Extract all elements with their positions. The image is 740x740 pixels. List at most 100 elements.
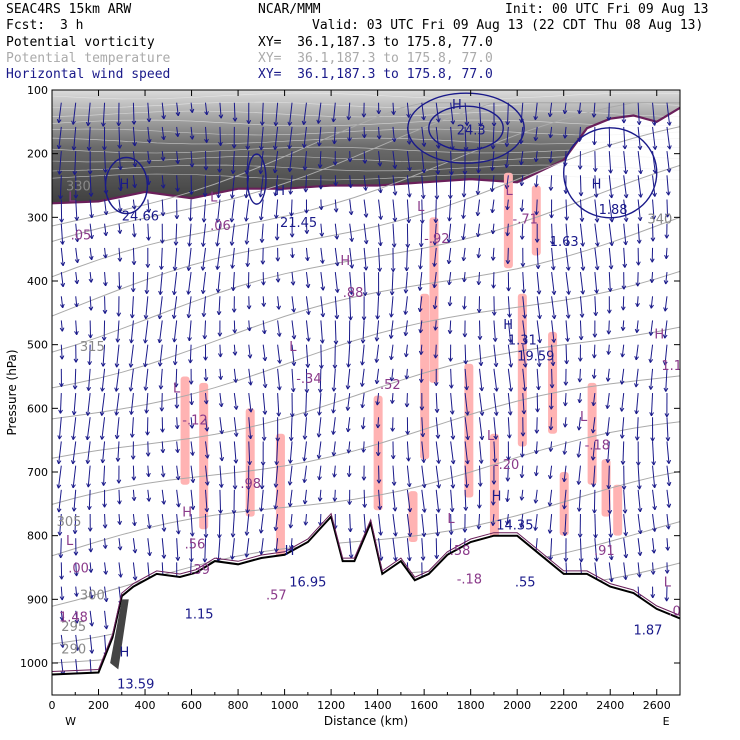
wind-vector-head [203, 166, 209, 171]
wind-vector-head [302, 500, 308, 505]
wind-vector-head [231, 308, 237, 313]
wind-vector-head [303, 412, 309, 417]
wind-vector [579, 368, 581, 383]
wind-vector-head [492, 458, 498, 463]
wind-vector [204, 175, 207, 197]
wind-vector [347, 344, 351, 368]
wind-vector [219, 489, 222, 514]
wind-vector-head [272, 145, 278, 150]
wind-vector [347, 417, 351, 432]
wind-vector-head [346, 116, 352, 121]
wind-vector-head [233, 432, 239, 437]
wind-vector [621, 368, 625, 385]
wind-vector-head [534, 429, 540, 434]
wind-vector-head [175, 530, 181, 535]
wind-vector-head [520, 432, 526, 437]
wind-vector-head [551, 338, 557, 343]
wind-vector [450, 441, 455, 465]
wind-vector-head [594, 289, 599, 294]
wind-vector [320, 296, 324, 318]
wind-vector-head [59, 327, 65, 332]
wind-vector [477, 247, 481, 258]
pv-label: -.18 [585, 439, 610, 454]
wind-vector-head [635, 282, 641, 287]
wind-vector-head [446, 238, 452, 243]
wind-vector [176, 489, 180, 508]
wind-vector [637, 102, 640, 125]
pv-label: L [289, 340, 297, 355]
wind-vector-head [449, 508, 455, 513]
wind-vector [176, 126, 179, 137]
wind-vector [262, 417, 265, 441]
wind-vector-head [590, 456, 596, 461]
wind-vector [637, 223, 640, 244]
wind-vector-head [479, 435, 485, 441]
wind-vector [579, 199, 583, 222]
wind-vector [190, 151, 193, 168]
wind-vector-head [462, 170, 468, 175]
wind-vector-head [406, 483, 412, 488]
wind-vector-head [117, 166, 123, 171]
wind-vector [450, 514, 452, 535]
wind-vector-head [334, 235, 340, 240]
wind-vector [652, 102, 656, 126]
wind-vector-head [520, 262, 526, 267]
wind-vector [621, 417, 625, 439]
wind-vector [60, 538, 62, 558]
wind-vector [608, 223, 613, 246]
wind-vector-head [117, 500, 122, 505]
wind-vector [549, 151, 553, 163]
y-tick-label: 800 [27, 530, 48, 543]
wind-vector-head [550, 361, 556, 367]
wind-vector-head [158, 290, 163, 295]
wind-vector-head [117, 546, 123, 551]
wind-vector-head [392, 507, 398, 512]
wind-vector-head [217, 332, 223, 337]
wind-vector [607, 368, 610, 382]
wind-vector-head [202, 335, 208, 340]
wind-vector [59, 513, 62, 536]
wind-vector-head [87, 170, 93, 175]
wind-vector [565, 344, 568, 364]
wind-vector [58, 441, 62, 464]
wind-vector [248, 344, 251, 359]
wind-vector [551, 368, 553, 389]
wind-vector-head [204, 454, 210, 459]
wind-vector [479, 441, 482, 464]
wind-vector [637, 465, 641, 490]
wind-vector-head [362, 291, 368, 297]
wind-vector-head [258, 216, 264, 221]
wind-vector [161, 126, 165, 140]
init-time: Init: 00 UTC Fri 09 Aug 13 [505, 2, 709, 17]
wind-vector [594, 538, 598, 562]
wind-vector [147, 513, 151, 529]
wind-vector [377, 417, 380, 429]
wind-vector [102, 102, 106, 127]
wind-vector-head [433, 219, 439, 224]
wind-vector [320, 344, 322, 369]
wind-vector [188, 320, 192, 341]
wind-vector-head [204, 110, 209, 116]
wind-speed-label: H [119, 178, 129, 193]
wind-vector-head [417, 307, 423, 313]
wind-vector [565, 320, 569, 342]
wind-vector [666, 441, 670, 464]
wind-speed-label: H [285, 544, 295, 559]
wind-vector-head [607, 143, 612, 148]
wind-vector [421, 538, 424, 561]
wind-vector-head [70, 460, 76, 465]
wind-vector [493, 344, 497, 367]
wind-vector [289, 151, 293, 172]
wind-vector-head [172, 266, 178, 271]
wind-vector-head [607, 309, 612, 314]
wind-vector-head [218, 141, 223, 146]
wind-vector-head [389, 377, 395, 382]
wind-vector [594, 175, 597, 198]
wind-vector-head [534, 238, 540, 243]
wind-vector [303, 441, 307, 462]
wind-vector [564, 102, 567, 114]
wind-vector-head [333, 181, 338, 187]
wind-vector-head [447, 302, 453, 307]
wind-vector-head [88, 255, 94, 261]
wind-vector [449, 296, 452, 307]
